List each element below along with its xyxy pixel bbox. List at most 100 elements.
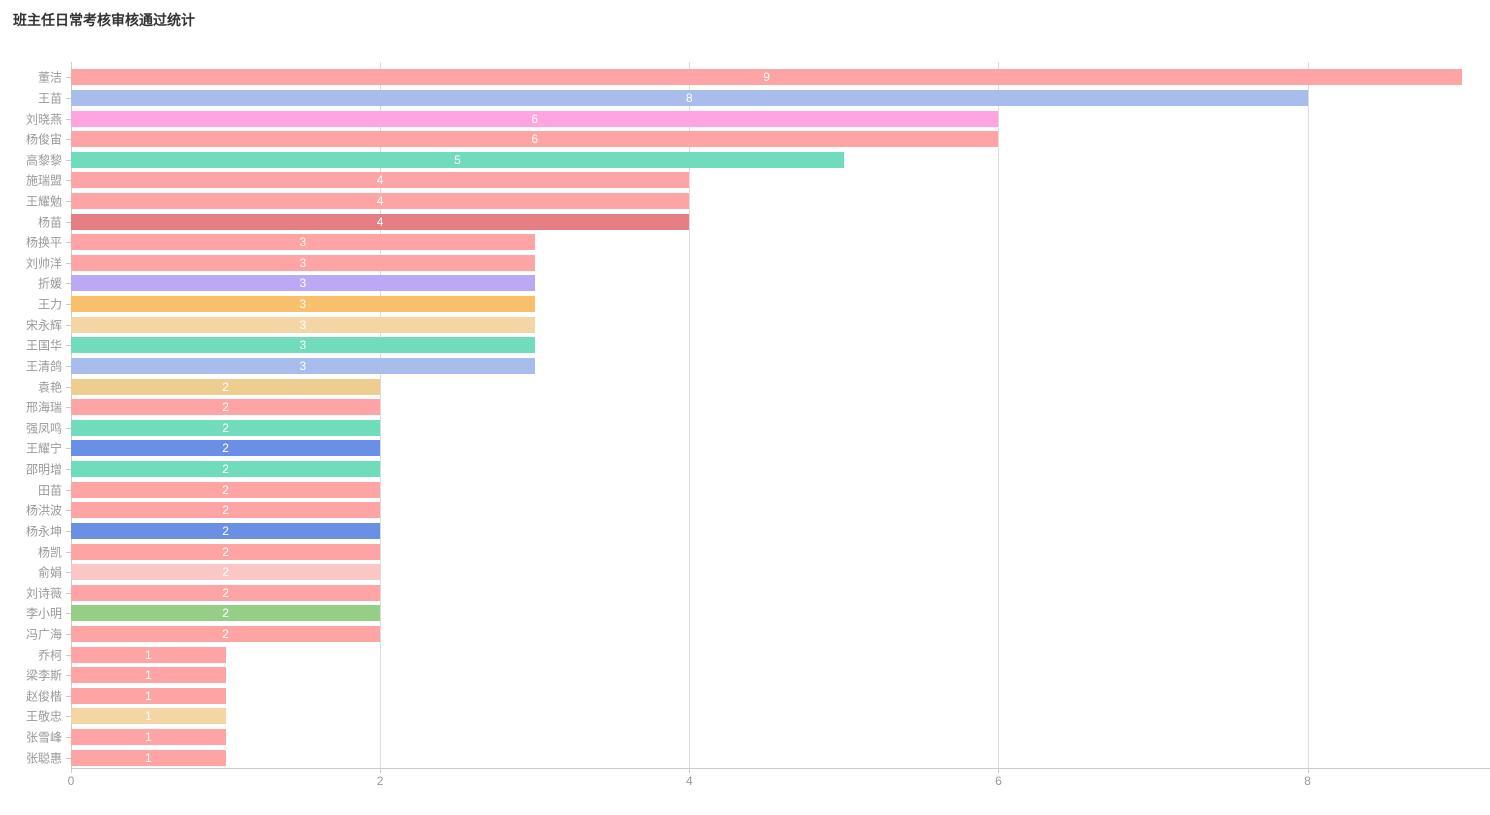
y-axis-label: 刘诗薇: [25, 586, 62, 601]
bar[interactable]: [71, 69, 1463, 86]
bar[interactable]: [71, 337, 535, 354]
x-axis-tick: [689, 768, 691, 773]
y-axis-label: 杨凯: [37, 545, 62, 559]
bar[interactable]: [71, 481, 381, 498]
bar-value-label: 2: [222, 482, 229, 497]
y-axis-tick: [66, 448, 71, 450]
y-axis-label: 袁艳: [37, 380, 62, 395]
bar-value-label: 2: [222, 626, 229, 641]
bar[interactable]: [71, 461, 381, 478]
y-axis-label: 王清鸽: [25, 359, 62, 374]
bar[interactable]: [71, 646, 226, 663]
y-axis-tick: [66, 242, 71, 244]
bar[interactable]: [71, 584, 381, 601]
x-axis-label: 2: [376, 774, 384, 788]
gridline: [998, 62, 1000, 768]
y-axis-tick: [66, 180, 71, 182]
y-axis-tick: [66, 675, 71, 677]
bar-value-label: 1: [144, 647, 152, 662]
y-axis-tick: [66, 386, 71, 388]
y-axis-tick: [66, 469, 71, 471]
bar-value-label: 9: [763, 70, 770, 85]
bar[interactable]: [71, 296, 535, 313]
bar[interactable]: [71, 440, 381, 457]
bar-value-label: 4: [376, 173, 384, 188]
bar-value-label: 3: [299, 297, 307, 312]
bar[interactable]: [71, 357, 535, 374]
y-axis-tick: [66, 530, 71, 532]
y-axis-label: 俞娟: [37, 565, 62, 580]
bar-value-label: 1: [144, 750, 152, 765]
y-axis-label: 乔柯: [37, 648, 62, 663]
bar[interactable]: [71, 564, 381, 581]
y-axis-tick: [66, 695, 71, 697]
bar[interactable]: [71, 708, 226, 725]
bar[interactable]: [71, 213, 690, 230]
bar[interactable]: [71, 131, 999, 148]
bar[interactable]: [71, 687, 226, 704]
x-axis-tick: [380, 768, 382, 773]
y-axis-label: 杨换平: [25, 235, 62, 250]
y-axis-tick: [66, 201, 71, 202]
bar-value-label: 6: [531, 111, 539, 126]
gridline: [1307, 62, 1309, 768]
y-axis-tick: [66, 97, 71, 99]
bar-value-label: 3: [299, 358, 307, 373]
bar[interactable]: [71, 729, 226, 746]
bar[interactable]: [71, 110, 999, 127]
y-axis-tick: [66, 427, 71, 429]
y-axis-label: 刘晓燕: [25, 112, 62, 127]
bar[interactable]: [71, 522, 381, 539]
y-axis-tick: [66, 613, 71, 615]
y-axis-label: 李小明: [25, 606, 62, 621]
bar[interactable]: [71, 89, 1308, 106]
y-axis-tick: [66, 510, 71, 512]
x-axis-tick: [998, 768, 1000, 773]
bar-value-label: 4: [376, 194, 384, 208]
bar-value-label: 8: [685, 90, 693, 105]
y-axis-label: 董洁: [37, 70, 62, 85]
x-axis-tick: [71, 768, 72, 773]
bar-value-label: 2: [222, 544, 229, 559]
bar-value-label: 2: [222, 379, 229, 394]
y-axis-tick: [66, 77, 71, 79]
bar[interactable]: [71, 399, 381, 416]
y-axis-tick: [66, 489, 71, 491]
x-axis-line: [71, 768, 1490, 769]
y-axis-tick: [66, 262, 71, 264]
y-axis-label: 邢海瑞: [25, 400, 62, 415]
y-axis-tick: [66, 221, 71, 223]
bar[interactable]: [71, 667, 226, 684]
bar[interactable]: [71, 151, 844, 168]
bar[interactable]: [71, 275, 535, 292]
bar[interactable]: [71, 234, 535, 251]
bar-value-label: 2: [222, 585, 229, 600]
gridline: [689, 62, 691, 768]
bar[interactable]: [71, 254, 535, 271]
y-axis-label: 王力: [37, 297, 62, 312]
bar-value-label: 3: [299, 276, 307, 291]
y-axis-tick: [66, 324, 71, 326]
bar[interactable]: [71, 625, 381, 642]
x-axis-label: 0: [67, 774, 75, 788]
bar-value-label: 2: [222, 503, 229, 518]
bar[interactable]: [71, 419, 381, 436]
y-axis-tick: [66, 139, 71, 141]
bar[interactable]: [71, 502, 381, 519]
bar-value-label: 2: [222, 420, 229, 435]
bar[interactable]: [71, 749, 226, 766]
bar[interactable]: [71, 543, 381, 560]
bar-value-label: 3: [299, 317, 307, 332]
y-axis-label: 邵明增: [25, 462, 62, 477]
bar[interactable]: [71, 605, 381, 622]
bar-value-label: 2: [222, 441, 229, 456]
y-axis-label: 王敬忠: [25, 709, 62, 724]
bar-value-label: 2: [222, 400, 229, 415]
bar[interactable]: [71, 172, 690, 189]
y-axis-label: 王国华: [25, 338, 62, 353]
bar[interactable]: [71, 316, 535, 333]
bar[interactable]: [71, 378, 381, 395]
bar[interactable]: [71, 193, 690, 209]
y-axis-tick: [66, 159, 71, 161]
